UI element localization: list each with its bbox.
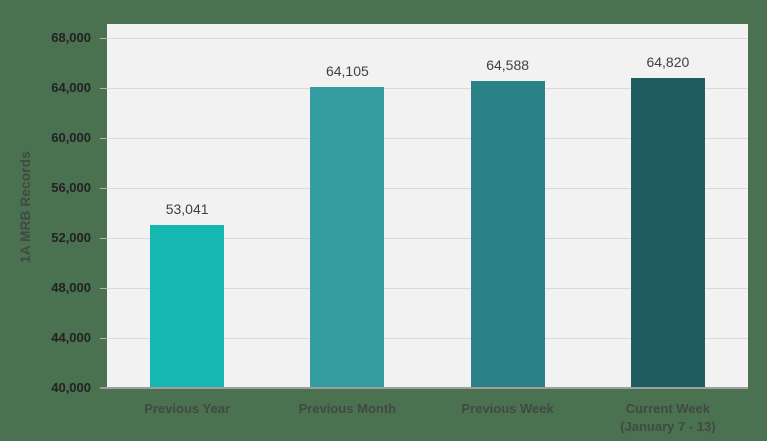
tick-label: 52,000 [51, 230, 91, 245]
tick-label: 56,000 [51, 180, 91, 195]
tick-label: 60,000 [51, 130, 91, 145]
category-label: Previous Year [144, 401, 230, 416]
data-label: 64,105 [325, 62, 369, 79]
category-label: Previous Week [461, 401, 554, 416]
gridline [107, 137, 748, 139]
gridline [107, 187, 748, 189]
gridline [107, 237, 748, 239]
tick-mark [100, 337, 107, 339]
tick-mark [100, 37, 107, 39]
tick-mark [100, 87, 107, 89]
tick-mark [100, 137, 107, 139]
y-axis-title: 1A MRB Records [18, 151, 33, 263]
tick-label: 48,000 [51, 280, 91, 295]
x-axis-line [100, 387, 748, 389]
data-label: 64,820 [646, 53, 690, 70]
gridline [107, 37, 748, 39]
bar [470, 80, 545, 388]
gridline [107, 87, 748, 89]
tick-label: 64,000 [51, 80, 91, 95]
data-label: 53,041 [165, 200, 209, 217]
tick-label: 40,000 [51, 380, 91, 395]
tick-label: 44,000 [51, 330, 91, 345]
bar [310, 86, 385, 388]
tick-mark [100, 187, 107, 189]
bar [630, 77, 705, 388]
data-label: 64,588 [486, 56, 530, 73]
category-label: Current Week (January 7 - 13) [620, 401, 716, 434]
category-label: Previous Month [298, 401, 397, 416]
gridline [107, 337, 748, 339]
gridline [107, 287, 748, 289]
tick-mark [100, 287, 107, 289]
tick-mark [100, 237, 107, 239]
bar [150, 224, 225, 388]
tick-label: 68,000 [51, 30, 91, 45]
